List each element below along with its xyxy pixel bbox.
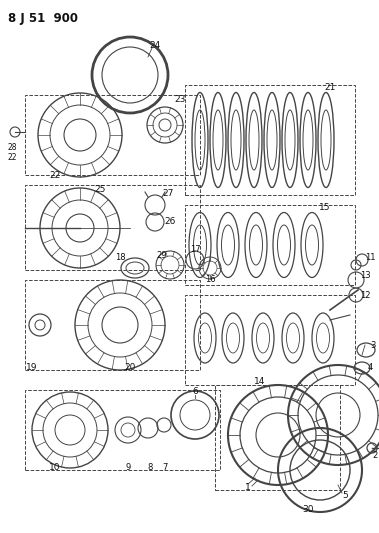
Text: 26: 26 [164,217,176,227]
Text: 14: 14 [254,377,266,386]
Text: 24: 24 [149,41,161,50]
Bar [25,280,200,370]
Text: 10: 10 [49,464,61,472]
Text: 5: 5 [342,490,348,499]
Text: 8: 8 [147,464,153,472]
Text: 9: 9 [125,464,131,472]
Text: 8 J 51  900: 8 J 51 900 [8,12,78,25]
Text: 25: 25 [94,185,106,195]
Text: 18: 18 [115,254,125,262]
Text: 6: 6 [192,387,198,397]
Text: 28: 28 [7,143,17,152]
Text: 20: 20 [124,364,136,373]
Text: 16: 16 [205,276,215,285]
Text: 21: 21 [324,84,336,93]
Bar [25,95,200,175]
Text: 17: 17 [190,246,200,254]
Bar [185,295,355,385]
Text: 22: 22 [7,154,17,163]
Text: 2: 2 [373,450,377,459]
Text: 29: 29 [157,251,167,260]
Text: 30: 30 [302,505,314,514]
Text: 23: 23 [174,95,186,104]
Text: 15: 15 [319,204,331,213]
Text: 4: 4 [367,364,373,373]
Bar [185,85,355,195]
Bar [25,390,220,470]
Bar [185,205,355,285]
Text: 19: 19 [26,364,38,373]
Bar [215,385,340,490]
Text: 12: 12 [360,290,370,300]
Bar [25,185,200,270]
Text: 27: 27 [162,189,174,198]
Text: 11: 11 [365,254,375,262]
Text: 22: 22 [49,171,61,180]
Text: 3: 3 [370,341,376,350]
Text: 1: 1 [245,483,251,492]
Text: 7: 7 [162,464,168,472]
Text: 13: 13 [360,271,370,279]
